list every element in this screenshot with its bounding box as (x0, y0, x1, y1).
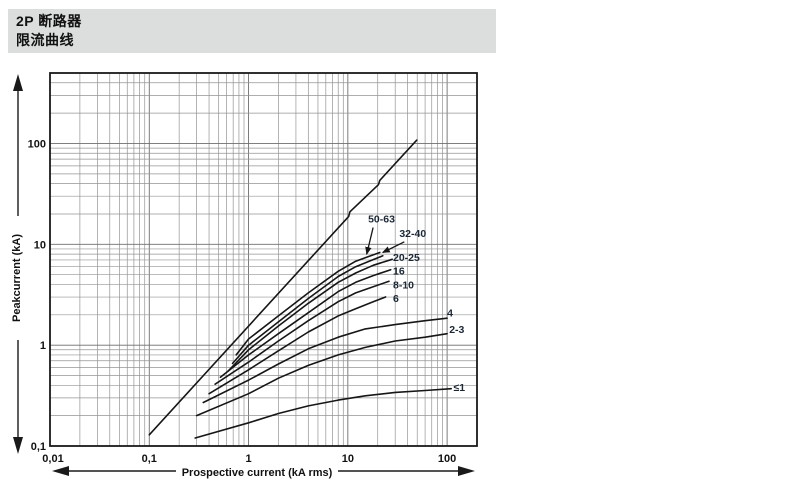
curve-label-50-63: 50-63 (368, 214, 395, 226)
annotation-arrow-50-63 (365, 227, 374, 256)
curve-8-10 (214, 280, 390, 385)
x-tick-0,1: 0,1 (142, 453, 157, 465)
x-tick-1: 1 (245, 453, 251, 465)
curve-label-8-10: 8-10 (393, 279, 414, 291)
y-axis-label: Peakcurrent (kA) (11, 234, 23, 322)
curve-unlimited-peak-line (148, 139, 418, 436)
y-axis-up-arrow-icon (13, 74, 23, 91)
curve-20-25 (227, 258, 393, 373)
curve-label-2-3: 2-3 (449, 324, 464, 336)
curve-50-63 (235, 251, 381, 356)
annotation-arrow-32-40 (381, 241, 405, 254)
y-tick-1: 1 (40, 340, 46, 352)
curve-label-16: 16 (393, 266, 405, 278)
y-tick-10: 10 (34, 239, 46, 251)
curve-label-4: 4 (447, 308, 453, 320)
curve-6 (208, 296, 387, 395)
curve-32-40 (231, 255, 384, 365)
curve-label-32-40: 32-40 (399, 228, 426, 240)
curve-label-20-25: 20-25 (393, 252, 420, 264)
x-axis-label: Prospective current (kA rms) (182, 467, 333, 479)
x-axis-left-arrow-icon (52, 466, 69, 476)
x-axis-right-arrow-icon (458, 466, 475, 476)
x-tick-0,01: 0,01 (42, 453, 63, 465)
plot-frame (49, 72, 478, 447)
x-tick-10: 10 (342, 453, 354, 465)
y-axis-down-arrow-icon (13, 437, 23, 454)
curve-4 (202, 317, 448, 404)
title-line-2: 限流曲线 (16, 32, 74, 48)
y-tick-100: 100 (28, 138, 46, 150)
curve-le-1 (194, 387, 452, 439)
title-banner: 2P 断路器 限流曲线 (8, 9, 496, 53)
x-tick-100: 100 (438, 453, 456, 465)
curve-2-3 (195, 332, 448, 417)
title-line-1: 2P 断路器 (16, 13, 82, 29)
curve-16 (219, 268, 392, 379)
curve-label-≤1: ≤1 (454, 382, 466, 394)
y-tick-0,1: 0,1 (31, 441, 46, 453)
curve-label-6: 6 (393, 293, 399, 305)
